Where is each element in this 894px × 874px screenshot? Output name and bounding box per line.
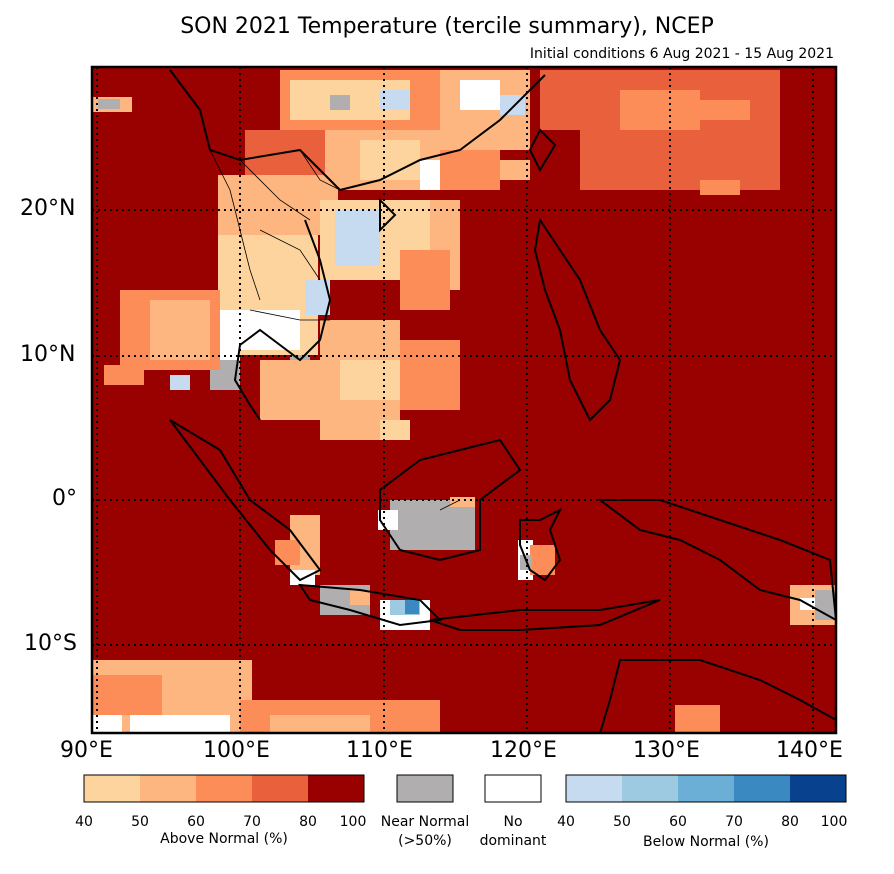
legend-below-swatch-4 <box>734 775 790 802</box>
legend-below-bar <box>565 774 847 803</box>
lat-label-10n: 10°N <box>20 342 76 367</box>
legend-below-swatch-2 <box>622 775 678 802</box>
grid-lines <box>92 67 836 733</box>
map-subtitle: Initial conditions 6 Aug 2021 - 15 Aug 2… <box>529 46 834 62</box>
legend-below-tick: 40 <box>557 814 575 830</box>
lat-label-20n: 20°N <box>20 196 76 221</box>
legend-none-label: No <box>503 814 523 830</box>
legend-above-tick: 40 <box>75 814 93 830</box>
legend-above-tick: 80 <box>299 814 317 830</box>
legend-near-sublabel: (>50%) <box>398 833 452 849</box>
legend-above-swatch-2 <box>140 775 196 802</box>
legend-above-bar <box>83 774 365 803</box>
legend-below-tick: 70 <box>725 814 743 830</box>
legend-near-swatch <box>396 774 454 803</box>
legend-below-tick: 80 <box>781 814 799 830</box>
legend-above-tick: 60 <box>187 814 205 830</box>
legend-below-swatch-1 <box>566 775 622 802</box>
lon-label-100e: 100°E <box>203 738 270 763</box>
map-title: SON 2021 Temperature (tercile summary), … <box>180 14 714 39</box>
lon-label-130e: 130°E <box>633 738 700 763</box>
legend-below-label: Below Normal (%) <box>643 834 769 850</box>
lon-label-90e: 90°E <box>60 738 113 763</box>
legend-above-tick: 50 <box>131 814 149 830</box>
legend-below-tick: 50 <box>613 814 631 830</box>
legend-above-tick: 100 <box>339 814 367 830</box>
legend-none-sublabel: dominant <box>479 833 547 849</box>
legend-above-swatch-5 <box>308 775 364 802</box>
map-frame <box>90 65 838 735</box>
lat-label-10s: 10°S <box>24 631 77 656</box>
legend-below-swatch-5 <box>790 775 846 802</box>
legend-none-swatch <box>484 774 542 803</box>
legend-below-swatch-3 <box>678 775 734 802</box>
coastlines <box>169 69 838 734</box>
legend-above-swatch-1 <box>84 775 140 802</box>
legend-near-label: Near Normal <box>380 814 470 830</box>
legend-below-tick: 60 <box>669 814 687 830</box>
legend-above-swatch-4 <box>252 775 308 802</box>
lat-label-0: 0° <box>52 486 77 511</box>
forecast-cells <box>92 70 836 733</box>
lon-label-110e: 110°E <box>346 738 413 763</box>
legend-above-label: Above Normal (%) <box>160 831 288 847</box>
legend-below-tick: 100 <box>820 814 848 830</box>
legend-above-swatch-3 <box>196 775 252 802</box>
lon-label-120e: 120°E <box>490 738 557 763</box>
legend-above-tick: 70 <box>243 814 261 830</box>
lon-label-140e: 140°E <box>776 738 843 763</box>
